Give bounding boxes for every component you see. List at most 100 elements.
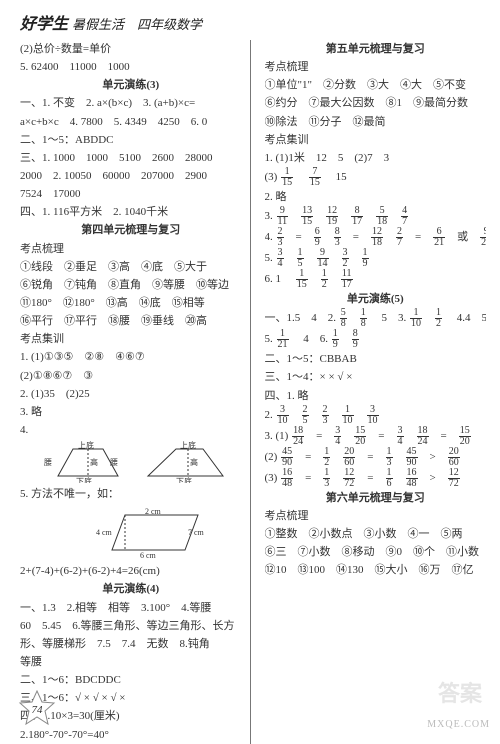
fraction-set: 121: [276, 333, 290, 345]
text-line: 2.180°-70°-70°=40°: [20, 726, 242, 744]
text-line: 三、1. 1000 1000 5100 2600 28000: [20, 149, 242, 167]
section-heading: 第五单元梳理与复习: [265, 40, 487, 58]
text-span: 4.: [265, 231, 276, 243]
fraction-line: 3. (1) 1824 = 34 1520 = 34 1824 = 1520: [265, 426, 487, 447]
text-line: 四、1. 116平方米 2. 1040千米: [20, 203, 242, 221]
fraction-line: 2. 310 25 23 110 310: [265, 405, 487, 426]
text-line: 二、1～6：BDCDDC: [20, 671, 242, 689]
text-line: ⑥约分 ⑦最大公因数 ⑧1 ⑨最简分数: [265, 94, 487, 112]
section-heading: 单元演练(3): [20, 76, 242, 94]
text-span: 4 6.: [292, 333, 331, 345]
text-span: 3. (1): [265, 430, 289, 442]
text-line: 一、1. 不变 2. a×(b×c) 3. (a+b)×c=: [20, 94, 242, 112]
label-h: 高: [90, 457, 98, 467]
text-line: 四、1. 略: [265, 387, 487, 405]
text-line: 形、等腰梯形 7.5 7.4 无数 8.钝角: [20, 635, 242, 653]
fraction-line: 5. 34 15 914 32 19: [265, 248, 487, 269]
page-header: 好学生 暑假生活 四年级数学: [0, 0, 500, 40]
text-span: 5.: [265, 252, 276, 264]
text-line: 2. (1)35 (2)25: [20, 385, 242, 403]
fraction-set: 19 89: [331, 333, 360, 345]
fraction-line: (3) 1648 = 13 1272 = 16 1648 > 1272: [265, 468, 487, 489]
fraction-set: 310 25 23 110 310: [276, 409, 380, 421]
fraction: 115: [281, 167, 293, 188]
fraction: 715: [309, 167, 321, 188]
fraction-line: 3. 911 1315 1219 817 518 47: [265, 206, 487, 227]
text-line: ⑩除法 ⑪分子 ⑫最简: [265, 113, 487, 131]
text-line: 5. 方法不唯一，如：: [20, 485, 242, 503]
label-h: 7 cm: [188, 528, 205, 537]
text-span: 5.: [265, 333, 276, 345]
text-line: (2)①⑧⑥⑦ ③: [20, 367, 242, 385]
text-line: 2000 2. 10050 60000 207000 2900: [20, 167, 242, 185]
text-line: 2. 略: [265, 188, 487, 206]
label-h: 高: [190, 457, 198, 467]
text-span: (3): [265, 472, 278, 484]
text-span: 3.: [265, 210, 276, 222]
label-leg: 腰: [110, 458, 118, 467]
text-line: ①整数 ②小数点 ③小数 ④一 ⑤两: [265, 525, 487, 543]
label-leg: 腰: [44, 458, 52, 467]
text-span: 5 3.: [371, 312, 410, 324]
text-span: 15: [325, 171, 347, 183]
label-top: 上底: [78, 441, 94, 450]
fraction-set: 23 = 69 83 = 1218 27 = 621 或 921 = 37: [276, 231, 487, 243]
text-span: 2.: [265, 409, 276, 421]
parallelogram-diagram: 2 cm 7 cm 4 cm 6 cm: [90, 505, 242, 560]
fraction-set: 115 12 1117: [295, 273, 354, 285]
text-line: ⑯平行 ⑰平行 ⑱腰 ⑲垂线 ⑳高: [20, 312, 242, 330]
text-line: 1. (1)1米 12 5 (2)7 3: [265, 149, 487, 167]
text-line: (2)总价÷数量=单价: [20, 40, 242, 58]
fraction-line: 4. 23 = 69 83 = 1218 27 = 621 或 921 = 37: [265, 227, 487, 248]
page-number: 74: [32, 704, 44, 716]
fraction-set: 58 18: [339, 312, 368, 324]
text-line: 考点集训: [20, 330, 242, 348]
section-heading: 第六单元梳理与复习: [265, 489, 487, 507]
text-line: ⑪180° ⑫180° ⑬高 ⑭底 ⑮相等: [20, 294, 242, 312]
text-line: 二、1～5：ABDDC: [20, 131, 242, 149]
text-line: 三、1～4：× × √ ×: [265, 368, 487, 386]
text-line: 60 5.45 6.等腰三角形、等边三角形、长方: [20, 617, 242, 635]
right-column: 第五单元梳理与复习 考点梳理 ①单位"1" ②分数 ③大 ④大 ⑤不变 ⑥约分 …: [261, 40, 487, 744]
fraction-line: 一、1.5 4 2. 58 18 5 3. 110 12 4.4 5: [265, 308, 487, 329]
text-line: 考点梳理: [265, 507, 487, 525]
fraction-set: 4590 = 12 2060 = 13 4590 > 2060: [280, 451, 461, 463]
label-top: 上底: [180, 441, 196, 450]
header-subtitle: 暑假生活 四年级数学: [72, 17, 202, 32]
text-span: 6. 1: [265, 273, 293, 285]
label-bottom: 下底: [76, 476, 92, 483]
content-columns: (2)总价÷数量=单价 5. 62400 11000 1000 单元演练(3) …: [0, 40, 500, 744]
label-w: 6 cm: [140, 551, 157, 560]
fraction-line: 5. 121 4 6. 19 89: [265, 329, 487, 350]
text-span: 4.4 5: [446, 312, 486, 324]
fraction-set: 34 15 914 32 19: [276, 252, 370, 264]
fraction-set: 911 1315 1219 817 518 47: [276, 210, 410, 222]
watermark-large: 答案: [438, 676, 482, 708]
text-line: 等腰: [20, 653, 242, 671]
text-line: ⑥锐角 ⑦钝角 ⑧直角 ⑨等腰 ⑩等边: [20, 276, 242, 294]
text-line: ①单位"1" ②分数 ③大 ④大 ⑤不变: [265, 76, 487, 94]
section-heading: 单元演练(5): [265, 290, 487, 308]
text-line: 3. 略: [20, 403, 242, 421]
text-line: 7524 17000: [20, 185, 242, 203]
text-line: 考点梳理: [20, 240, 242, 258]
label-top: 2 cm: [145, 507, 162, 516]
left-column: (2)总价÷数量=单价 5. 62400 11000 1000 单元演练(3) …: [20, 40, 251, 744]
text-span: (3): [265, 171, 278, 183]
text-line: 5. 62400 11000 1000: [20, 58, 242, 76]
header-title: 好学生: [20, 16, 68, 33]
text-span: (2): [265, 451, 278, 463]
text-line: 4.: [20, 421, 242, 439]
text-line: ⑥三 ⑦小数 ⑧移动 ⑨0 ⑩个 ⑪小数: [265, 543, 487, 561]
fraction-set: 110 12: [409, 312, 443, 324]
label-bottom: 下底: [176, 476, 192, 483]
fraction-line: 6. 1 115 12 1117: [265, 269, 487, 290]
text-line: ⑫10 ⑬100 ⑭130 ⑮大小 ⑯万 ⑰亿: [265, 561, 487, 579]
text-line: a×c+b×c 4. 7800 5. 4349 4250 6. 0: [20, 113, 242, 131]
fraction-set: 1648 = 13 1272 = 16 1648 > 1272: [280, 472, 461, 484]
page-number-badge: 74: [18, 690, 56, 728]
text-line: 一、1.3 2.相等 相等 3.100° 4.等腰: [20, 599, 242, 617]
text-line: 1. (1)①③⑤ ②⑧ ④⑥⑦: [20, 348, 242, 366]
text-line: (3) 115 715 15: [265, 167, 487, 188]
text-line: 考点梳理: [265, 58, 487, 76]
